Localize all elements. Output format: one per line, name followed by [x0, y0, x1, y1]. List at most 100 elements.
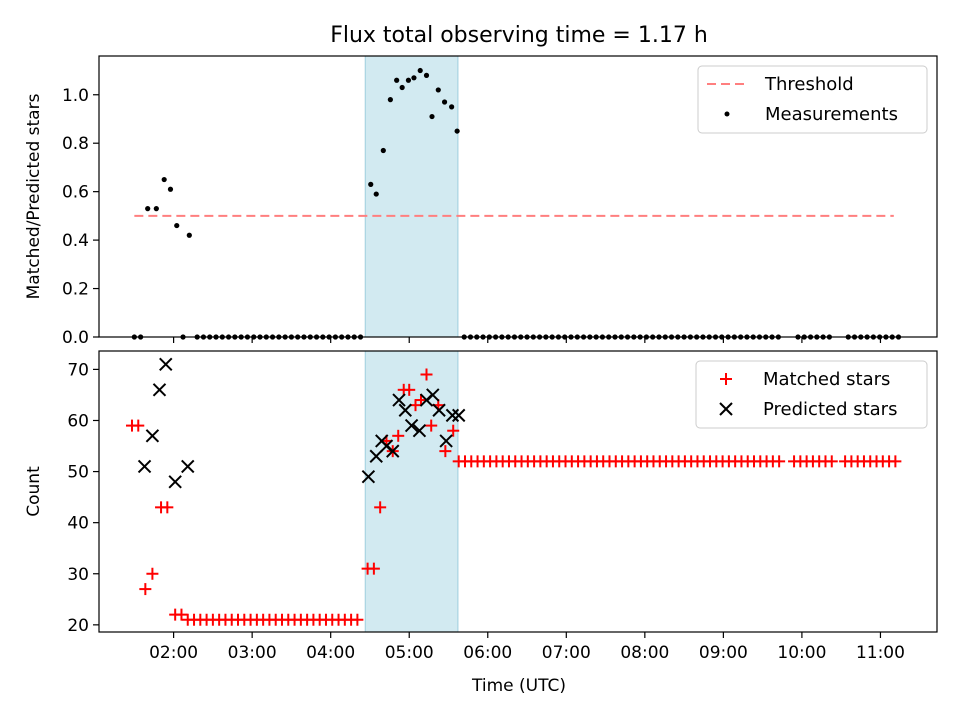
- legend-matched-label: Matched stars: [763, 369, 890, 390]
- y-tick-label: 60: [67, 411, 89, 431]
- matched-star-point: [447, 424, 460, 437]
- matched-star-point: [392, 429, 405, 442]
- legend-predicted-label: Predicted stars: [763, 399, 897, 420]
- top-axes-frame: [98, 55, 938, 338]
- y-tick-label: 70: [67, 360, 89, 380]
- x-axis-label: Time (UTC): [471, 676, 566, 696]
- top-panel: 0.0 0.2 0.4 0.6 0.8 1.0 Matched/Predicted sta…: [24, 55, 938, 348]
- measurement-point: [167, 186, 174, 192]
- x-tick-label: 02:00: [149, 643, 198, 663]
- matched-star-point: [374, 501, 387, 514]
- y-tick-label: 0.4: [62, 231, 89, 251]
- measurement-point: [380, 147, 386, 154]
- measurement-point: [405, 77, 412, 83]
- x-tick-label: 10:00: [777, 643, 826, 663]
- matched-star-point: [403, 383, 416, 396]
- matched-star-point: [367, 562, 380, 575]
- predicted-star-point: [159, 357, 173, 371]
- matched-star-point: [773, 455, 786, 468]
- y-tick-label: 30: [67, 565, 89, 585]
- y-tick-label: 0.6: [62, 183, 89, 203]
- predicted-star-point: [439, 434, 453, 448]
- measurement-point: [417, 67, 423, 74]
- measurement-point: [394, 77, 400, 83]
- measurement-point: [435, 87, 441, 93]
- legend-matched-swatch: [720, 373, 732, 385]
- matched-star-point: [889, 455, 902, 468]
- bottom-y-ticks: 20 30 40 50 60 70: [67, 360, 99, 636]
- predicted-star-point: [137, 459, 152, 474]
- predicted-star-point: [152, 383, 167, 397]
- predicted-star-point: [392, 393, 406, 407]
- top-y-axis-label: Matched/Predicted stars: [24, 93, 44, 299]
- matched-star-point: [139, 583, 152, 596]
- predicted-star-point: [369, 449, 383, 463]
- predicted-star-point: [386, 444, 400, 458]
- predicted-star-point: [412, 423, 427, 438]
- top-y-ticks: 0.0 0.2 0.4 0.6 0.8 1.0: [62, 86, 99, 348]
- y-tick-label: 20: [67, 616, 89, 636]
- x-tick-label: 06:00: [463, 643, 512, 663]
- measurement-point: [161, 176, 167, 183]
- measurement-point: [368, 181, 374, 187]
- bottom-legend: Matched stars Predicted stars: [695, 360, 928, 429]
- measurement-point: [174, 222, 180, 229]
- measurement-point: [186, 232, 192, 238]
- predicted-star-point: [432, 403, 446, 417]
- legend-measurements-swatch: [724, 111, 730, 117]
- observing-window-band-top: [364, 55, 459, 338]
- measurement-point: [373, 191, 379, 197]
- y-tick-label: 0.0: [62, 328, 89, 348]
- predicted-stars-series: [137, 357, 466, 489]
- predicted-star-point: [445, 408, 460, 423]
- x-tick-label: 11:00: [856, 643, 905, 663]
- measurement-point: [441, 99, 448, 105]
- measurement-point: [145, 206, 151, 212]
- matched-star-point: [161, 501, 174, 514]
- chart-title: Flux total observing time = 1.17 h: [330, 23, 708, 48]
- measurement-point: [454, 128, 460, 134]
- matched-star-point: [439, 445, 452, 458]
- measurement-point: [429, 113, 435, 120]
- matched-star-point: [132, 419, 145, 432]
- legend-threshold-label: Threshold: [764, 74, 854, 95]
- bottom-y-axis-label: Count: [24, 466, 44, 517]
- predicted-star-point: [426, 388, 440, 402]
- predicted-star-point: [451, 408, 466, 423]
- bottom-legend-box: [695, 360, 928, 429]
- predicted-star-point: [145, 429, 160, 443]
- bottom-panel: 20 30 40 50 60 70 02:00 03:00 04:00 05:00 06:00 07…: [24, 350, 938, 696]
- legend-measurements-label: Measurements: [765, 104, 898, 125]
- matched-star-point: [351, 613, 364, 626]
- predicted-star-point: [168, 475, 182, 489]
- matched-star-point: [415, 394, 428, 407]
- predicted-star-point: [404, 418, 419, 433]
- x-tick-label: 09:00: [699, 643, 748, 663]
- measurement-point: [423, 72, 430, 78]
- observing-window-band-bottom: [364, 350, 459, 633]
- top-legend: Threshold Measurements: [697, 65, 928, 134]
- measurement-point: [449, 104, 455, 110]
- predicted-star-point: [361, 469, 376, 484]
- top-x-ticks: [173, 337, 882, 343]
- top-legend-box: [697, 65, 928, 134]
- measurement-point: [387, 97, 393, 103]
- y-tick-label: 40: [67, 514, 89, 534]
- measurement-point: [153, 206, 159, 212]
- x-tick-label: 05:00: [385, 643, 434, 663]
- y-tick-label: 50: [67, 463, 89, 483]
- predicted-star-point: [398, 403, 413, 417]
- bottom-x-ticks: 02:00 03:00 04:00 05:00 06:00 07:00 08:00 09:00…: [149, 632, 905, 663]
- x-tick-label: 04:00: [306, 643, 355, 663]
- matched-stars-series: [125, 368, 902, 626]
- x-tick-label: 03:00: [228, 643, 277, 663]
- y-tick-label: 1.0: [62, 86, 89, 106]
- matched-star-point: [175, 608, 188, 621]
- y-tick-label: 0.2: [62, 280, 89, 300]
- x-tick-label: 07:00: [542, 643, 591, 663]
- matched-star-point: [146, 567, 159, 580]
- bottom-axes-frame: [98, 350, 938, 633]
- x-tick-label: 08:00: [620, 643, 669, 663]
